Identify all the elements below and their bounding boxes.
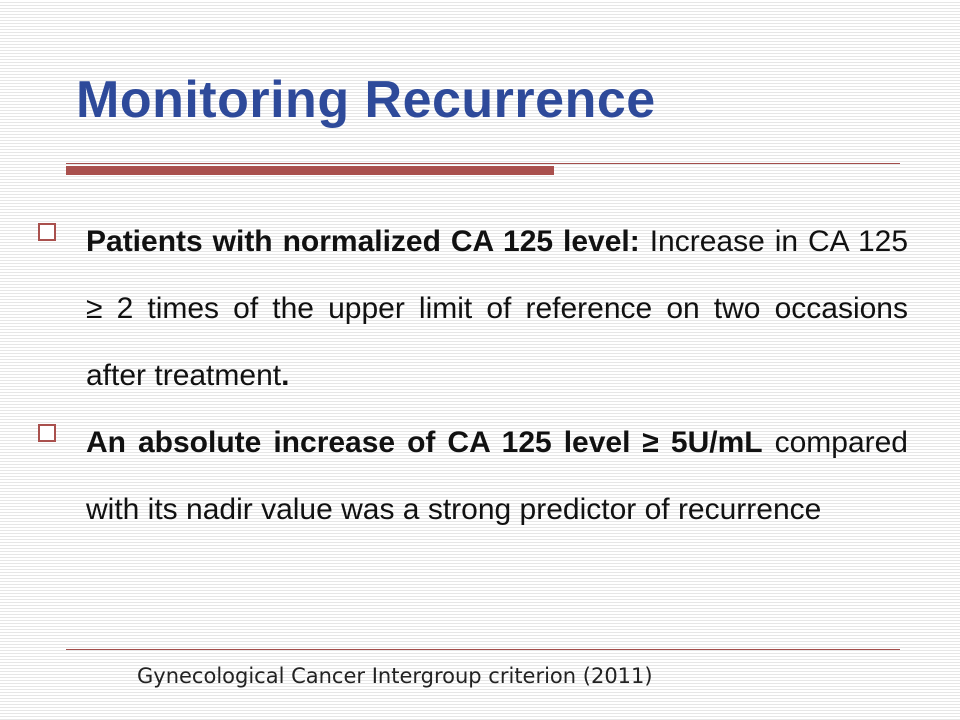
bullet-item: An absolute increase of CA 125 level ≥ 5… <box>36 409 908 543</box>
slide-title: Monitoring Recurrence <box>76 71 656 129</box>
citation: Gynecological Cancer Intergroup criterio… <box>137 664 653 688</box>
title-divider-thin <box>66 163 900 164</box>
bullet-list: Patients with normalized CA 125 level: I… <box>36 208 908 543</box>
bullet-bold-text: An absolute increase of CA 125 level ≥ 5… <box>86 426 763 459</box>
bullet-text: Increase in CA 125 ≥ 2 times of the uppe… <box>86 225 908 392</box>
bullet-bold-text: Patients with normalized CA 125 level: <box>86 225 640 258</box>
bullet-text: compared with its nadir value was a stro… <box>86 426 908 526</box>
footer-divider <box>66 649 900 650</box>
title-divider-thick <box>66 166 554 175</box>
hollow-square-bullet-icon <box>38 424 56 442</box>
hollow-square-bullet-icon <box>38 223 56 241</box>
bullet-bold-tail: . <box>281 359 290 392</box>
bullet-item: Patients with normalized CA 125 level: I… <box>36 208 908 409</box>
